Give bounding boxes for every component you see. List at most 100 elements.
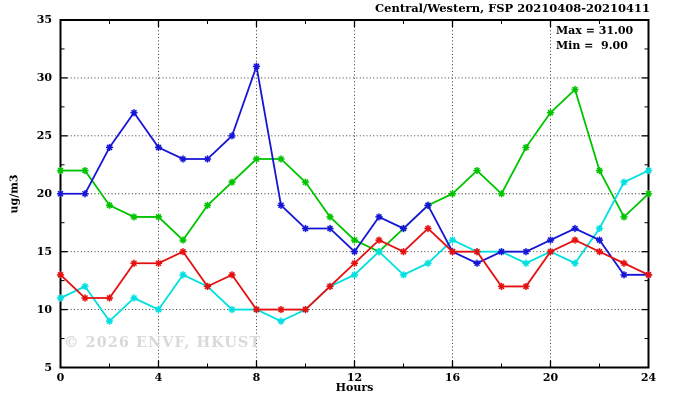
data-point-marker-cyan	[154, 305, 163, 314]
data-point-marker-red	[375, 236, 383, 244]
data-point-marker-blue	[350, 248, 359, 256]
data-point-marker-red	[326, 282, 334, 291]
data-point-marker-green	[571, 85, 579, 94]
data-point-marker-cyan	[56, 294, 65, 302]
data-point-marker-blue	[399, 224, 408, 233]
data-point-marker-red	[497, 282, 506, 291]
x-tick-label: 20	[542, 371, 559, 384]
data-point-marker-cyan	[424, 259, 432, 267]
data-point-marker-green	[105, 201, 114, 209]
data-point-marker-cyan	[644, 166, 653, 175]
data-point-marker-red	[473, 248, 481, 256]
data-point-marker-green	[644, 190, 653, 198]
data-point-marker-green	[277, 155, 285, 163]
data-point-marker-blue	[424, 201, 432, 209]
data-point-marker-green	[56, 166, 65, 175]
y-tick-label: 30	[36, 70, 52, 84]
data-point-marker-blue	[595, 236, 604, 244]
data-point-marker-green	[350, 236, 359, 244]
data-point-marker-cyan	[448, 236, 457, 244]
data-point-marker-red	[252, 305, 261, 314]
data-point-marker-blue	[571, 224, 579, 233]
data-point-marker-blue	[546, 236, 555, 244]
x-tick-label: 4	[154, 371, 163, 384]
data-point-marker-blue	[326, 224, 334, 233]
y-tick-label: 35	[36, 13, 52, 26]
data-point-marker-red	[301, 305, 310, 314]
data-point-marker-blue	[56, 190, 65, 198]
data-point-marker-blue	[277, 201, 285, 209]
data-point-marker-cyan	[105, 317, 114, 325]
data-point-marker-green	[326, 213, 334, 221]
max-min-annotation: Max = 31.00 Min = 9.00	[556, 24, 633, 53]
y-tick-label: 10	[36, 302, 52, 316]
data-point-marker-cyan	[595, 224, 604, 233]
data-point-marker-cyan	[228, 305, 236, 314]
x-tick-label: 0	[56, 371, 65, 384]
data-point-marker-red	[350, 259, 359, 267]
data-point-marker-green	[497, 190, 506, 198]
data-point-marker-red	[154, 259, 163, 267]
x-tick-label: 16	[444, 371, 461, 384]
y-tick-label: 5	[44, 360, 52, 374]
data-point-marker-green	[81, 166, 89, 175]
data-point-marker-red	[81, 294, 89, 302]
data-point-marker-red	[522, 282, 530, 291]
data-point-marker-red	[56, 271, 65, 279]
data-point-marker-blue	[252, 62, 261, 70]
data-point-marker-red	[620, 259, 628, 267]
data-point-marker-green	[546, 109, 555, 117]
data-point-marker-red	[424, 224, 432, 233]
data-point-marker-cyan	[81, 282, 89, 291]
watermark: © 2026 ENVF, HKUST	[64, 334, 262, 351]
data-point-marker-blue	[375, 213, 383, 221]
data-point-marker-cyan	[179, 271, 187, 279]
data-point-marker-cyan	[522, 259, 530, 267]
data-point-marker-blue	[497, 248, 506, 256]
x-tick-label: 12	[346, 371, 363, 384]
data-point-marker-blue	[522, 248, 530, 256]
data-point-marker-red	[105, 294, 114, 302]
x-axis-label: Hours	[335, 381, 374, 394]
data-point-marker-cyan	[350, 271, 359, 279]
data-point-marker-green	[130, 213, 138, 221]
data-point-marker-green	[203, 201, 212, 209]
data-point-marker-blue	[473, 259, 481, 267]
data-point-marker-green	[301, 178, 310, 186]
data-point-marker-green	[228, 178, 236, 186]
data-point-marker-green	[473, 166, 481, 175]
data-point-marker-cyan	[620, 178, 628, 186]
data-point-marker-red	[228, 271, 236, 279]
data-point-marker-blue	[154, 143, 163, 152]
data-point-marker-green	[179, 236, 187, 244]
data-point-marker-red	[571, 236, 579, 244]
max-value-label: Max = 31.00	[556, 24, 634, 37]
data-point-marker-cyan	[571, 259, 579, 267]
data-point-marker-cyan	[399, 271, 408, 279]
data-point-marker-red	[179, 248, 187, 256]
data-point-marker-cyan	[130, 294, 138, 302]
data-point-marker-green	[522, 143, 530, 152]
data-point-marker-blue	[105, 143, 114, 152]
data-point-marker-green	[252, 155, 261, 163]
data-point-marker-red	[203, 282, 212, 291]
y-tick-label: 15	[36, 244, 52, 258]
y-tick-label: 25	[36, 128, 52, 142]
data-point-marker-blue	[228, 132, 236, 140]
y-tick-label: 20	[36, 186, 52, 200]
data-point-marker-red	[546, 248, 555, 256]
x-tick-label: 24	[640, 371, 657, 384]
series-line-cyan	[60, 169, 649, 323]
data-point-marker-blue	[301, 224, 310, 233]
data-point-marker-red	[130, 259, 138, 267]
data-point-marker-red	[448, 248, 457, 256]
data-point-marker-green	[620, 213, 628, 221]
data-point-marker-green	[154, 213, 163, 221]
data-point-marker-blue	[620, 271, 628, 279]
data-point-marker-red	[644, 271, 653, 279]
chart-title: Central/Western, FSP 20210408-20210411	[375, 1, 650, 15]
min-value-label: Min = 9.00	[556, 38, 628, 52]
data-point-marker-cyan	[277, 317, 285, 325]
